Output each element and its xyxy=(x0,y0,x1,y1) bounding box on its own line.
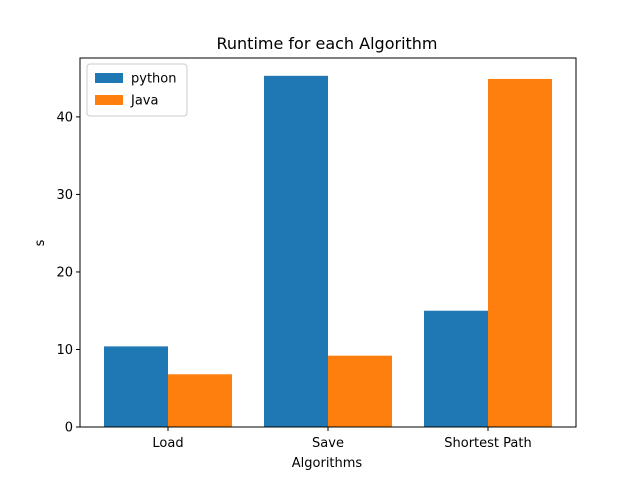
legend: python Java xyxy=(86,63,188,117)
x-axis: Load Save Shortest Path xyxy=(152,427,532,451)
bar-java-load xyxy=(168,374,232,427)
x-tick-label: Shortest Path xyxy=(444,436,531,451)
bar-python-shortest-path xyxy=(424,310,488,427)
y-tick-label: 10 xyxy=(56,343,73,358)
legend-label-python: python xyxy=(131,72,176,87)
y-tick-label: 40 xyxy=(56,110,73,125)
chart-title: Runtime for each Algorithm xyxy=(216,34,437,53)
y-tick-label: 20 xyxy=(56,265,73,280)
legend-swatch-python xyxy=(95,73,123,83)
y-tick-label: 30 xyxy=(56,188,73,203)
plot-frame xyxy=(79,57,577,428)
y-axis-label: s xyxy=(33,239,48,246)
bar-java-shortest-path xyxy=(488,78,552,428)
y-axis: 0 10 20 30 40 xyxy=(56,110,80,436)
bars-group xyxy=(104,75,552,428)
y-tick-label: 0 xyxy=(65,421,73,436)
bar-python-load xyxy=(104,346,168,427)
x-tick-label: Save xyxy=(312,436,344,451)
legend-swatch-java xyxy=(95,95,123,105)
bar-java-save xyxy=(328,355,392,427)
legend-label-java: Java xyxy=(130,94,158,109)
x-tick-label: Load xyxy=(152,436,183,451)
bar-python-save xyxy=(264,75,328,427)
x-axis-label: Algorithms xyxy=(292,456,363,471)
